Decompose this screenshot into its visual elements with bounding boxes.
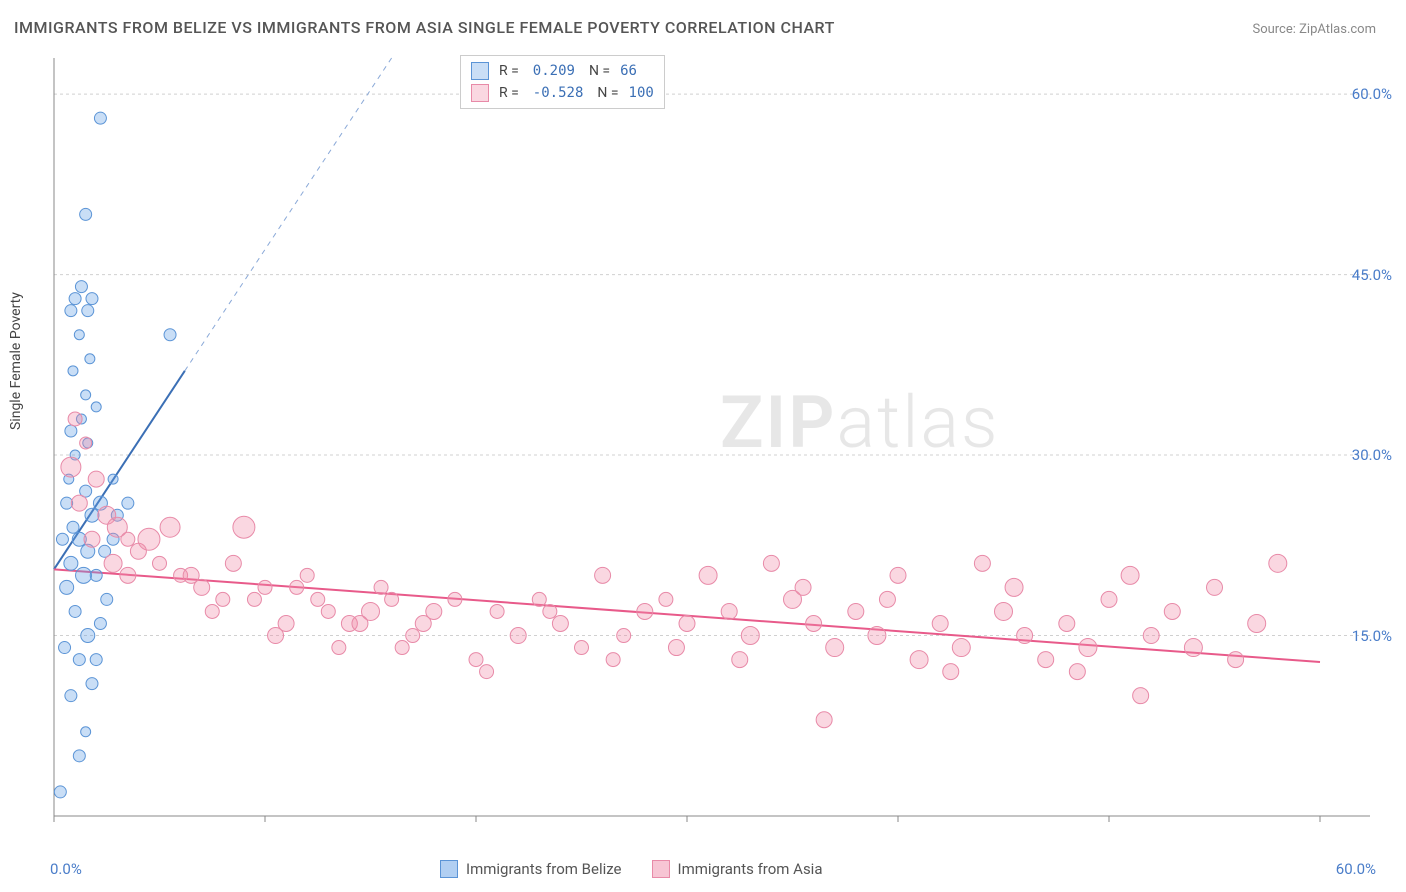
x-axis-min-label: 0.0% (50, 860, 82, 878)
legend-swatch-asia (471, 84, 489, 102)
correlation-legend: R = 0.209 N = 66 R = -0.528 N = 100 (460, 55, 665, 109)
scatter-chart (50, 50, 1380, 840)
plot-area (50, 50, 1380, 840)
n-label: N = (589, 63, 610, 79)
legend-item-belize: Immigrants from Belize (440, 860, 622, 878)
n-value-belize: 66 (620, 63, 637, 79)
series-legend: Immigrants from Belize Immigrants from A… (440, 860, 823, 878)
r-label: R = (499, 63, 519, 79)
r-label: R = (499, 85, 519, 101)
n-label: N = (597, 85, 618, 101)
legend-swatch-icon (440, 860, 458, 878)
y-tick-label: 45.0% (1352, 266, 1392, 284)
y-tick-label: 60.0% (1352, 85, 1392, 103)
n-value-asia: 100 (629, 85, 654, 101)
y-tick-label: 30.0% (1352, 446, 1392, 464)
r-value-belize: 0.209 (533, 63, 575, 79)
legend-item-asia: Immigrants from Asia (652, 860, 823, 878)
y-tick-label: 15.0% (1352, 627, 1392, 645)
legend-swatch-icon (652, 860, 670, 878)
source-attribution: Source: ZipAtlas.com (1252, 22, 1376, 37)
x-axis-max-label: 60.0% (1336, 860, 1376, 878)
r-value-asia: -0.528 (533, 85, 584, 101)
legend-swatch-belize (471, 62, 489, 80)
legend-label: Immigrants from Belize (466, 860, 622, 878)
chart-title: IMMIGRANTS FROM BELIZE VS IMMIGRANTS FRO… (14, 18, 835, 37)
legend-label: Immigrants from Asia (678, 860, 823, 878)
legend-row-asia: R = -0.528 N = 100 (471, 82, 654, 104)
legend-row-belize: R = 0.209 N = 66 (471, 60, 654, 82)
y-axis-label: Single Female Poverty (8, 292, 24, 430)
